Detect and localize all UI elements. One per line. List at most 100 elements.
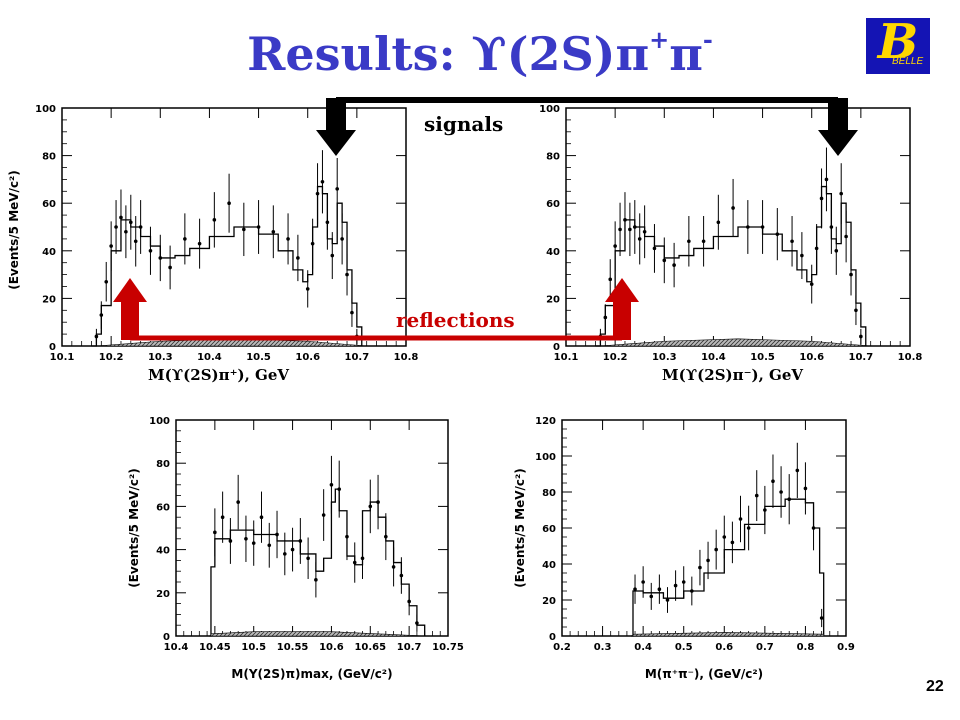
data-point (345, 272, 349, 277)
y-tick-label: 0 (163, 632, 170, 643)
x-tick-label: 10.1 (50, 352, 75, 363)
y-tick-label: 20 (546, 294, 560, 305)
y-tick-label: 100 (539, 104, 560, 115)
data-point (859, 334, 863, 339)
data-point (809, 282, 814, 286)
data-point (754, 493, 759, 498)
data-point (290, 547, 295, 552)
data-point (329, 483, 334, 487)
signals-label: signals (424, 112, 504, 136)
x-tick-label: 0.8 (797, 642, 815, 653)
data-point (800, 253, 804, 258)
data-point (305, 287, 310, 291)
data-point (314, 578, 318, 582)
x-tick-label: 10.7 (397, 642, 422, 653)
data-point (306, 556, 310, 561)
data-point (350, 310, 354, 315)
x-tick-label: 10.5 (750, 352, 775, 363)
reflection-arrow-left-head (113, 278, 147, 302)
data-point (168, 265, 172, 270)
x-tick-label: 0.7 (756, 642, 774, 653)
fit-curve (91, 185, 363, 347)
data-point (133, 239, 138, 244)
data-point (662, 258, 667, 263)
data-point (227, 201, 231, 205)
data-point (259, 515, 264, 519)
x-tick-label: 10.6 (295, 352, 320, 363)
belle-logo: B BELLE (866, 14, 930, 74)
signals-arrow-right-head (818, 130, 858, 156)
x-tick-label: 10.6 (319, 642, 344, 653)
data-point (296, 256, 300, 260)
data-point (849, 272, 853, 277)
data-point (844, 234, 848, 239)
y-axis-label: (Events/5 MeV/c²) (127, 468, 141, 588)
data-point (251, 541, 256, 545)
data-point (834, 249, 839, 253)
x-tick-label: 10.5 (246, 352, 271, 363)
x-tick-label: 10.4 (197, 352, 222, 363)
data-point (698, 565, 702, 570)
y-tick-label: 0 (49, 342, 56, 353)
data-point (119, 215, 123, 220)
data-point (672, 263, 676, 267)
data-point (183, 237, 187, 241)
x-tick-label: 0.9 (837, 642, 855, 653)
data-point (771, 479, 775, 484)
fit-curve (595, 185, 867, 347)
x-tick-label: 10.7 (849, 352, 874, 363)
y-tick-label: 40 (42, 247, 56, 258)
data-point (114, 225, 118, 229)
data-point (148, 249, 153, 253)
data-point (795, 468, 800, 473)
data-point (687, 239, 691, 244)
y-tick-label: 100 (149, 416, 170, 427)
data-point (824, 177, 829, 182)
title-pi: π (669, 27, 703, 81)
x-tick-label: 10.2 (603, 352, 628, 363)
x-tick-label: 10.6 (799, 352, 824, 363)
data-point (673, 583, 678, 588)
title-text: Results: ϒ(2S)π (247, 27, 650, 81)
y-tick-label: 0 (553, 342, 560, 353)
data-point (746, 526, 751, 530)
data-point (716, 220, 721, 225)
signals-arrow-left-shaft (326, 98, 346, 132)
background-fill (600, 338, 871, 347)
x-tick-label: 10.55 (277, 642, 309, 653)
data-point (271, 229, 276, 234)
data-point (839, 191, 843, 196)
data-point (649, 594, 654, 599)
data-point (701, 239, 706, 244)
y-axis-label: (Events/5 MeV/c²) (513, 468, 527, 588)
title-superscript-minus: - (702, 25, 713, 54)
reflection-arrow-right-shaft (613, 300, 631, 340)
y-tick-label: 60 (42, 199, 56, 210)
data-point (803, 486, 808, 491)
y-tick-label: 20 (156, 589, 170, 600)
x-tick-label: 10.75 (432, 642, 464, 653)
chart1-xlabel: M(ϒ(2S)π⁺), GeV (148, 366, 290, 384)
x-tick-label: 10.2 (99, 352, 124, 363)
data-point (681, 580, 686, 584)
data-point (104, 279, 109, 284)
y-tick-label: 40 (542, 560, 556, 571)
x-tick-label: 0.2 (553, 642, 571, 653)
data-point (738, 517, 743, 521)
x-axis-label: M(π⁺π⁻), (GeV/c²) (645, 667, 763, 681)
data-point (330, 253, 335, 258)
background-fill (210, 631, 425, 637)
background-fill (632, 632, 824, 637)
y-tick-label: 80 (546, 152, 560, 163)
data-point (124, 229, 128, 234)
y-tick-label: 100 (35, 104, 56, 115)
data-point (212, 218, 217, 222)
chart-3: 10.4 10.45 10.5 10.55 10.6 10.65 10.7 10.75 0 20 4… (127, 416, 464, 681)
x-tick-label: 10.3 (148, 352, 173, 363)
data-point (335, 187, 340, 191)
data-point (109, 244, 113, 248)
signals-arrow-left-head (316, 130, 356, 156)
data-point (819, 616, 824, 620)
data-point (633, 587, 637, 591)
